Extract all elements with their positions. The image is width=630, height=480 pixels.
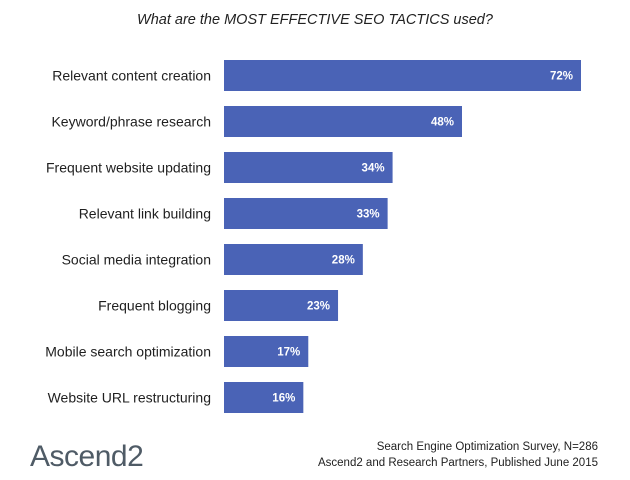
category-label-6: Frequent blogging [98,298,211,314]
bar-8 [224,382,304,413]
value-label-7: 17% [277,347,300,359]
value-label-5: 28% [332,255,355,267]
bar-5 [224,244,363,275]
category-label-8: Website URL restructuring [48,390,211,406]
value-label-1: 72% [550,71,573,83]
value-label-4: 33% [357,209,380,221]
source-footer: Search Engine Optimization Survey, N=286… [318,439,598,471]
category-label-1: Relevant content creation [52,68,211,84]
bar-2 [224,106,462,137]
ascend2-logo: Ascend2 [30,440,144,473]
value-label-8: 16% [272,393,295,405]
value-label-2: 48% [431,117,454,129]
category-label-3: Frequent website updating [46,160,211,176]
category-label-7: Mobile search optimization [45,344,211,360]
chart-title: What are the MOST EFFECTIVE SEO TACTICS … [137,12,493,28]
value-label-6: 23% [307,301,330,313]
value-label-3: 34% [362,163,385,175]
source-line-2: Ascend2 and Research Partners, Published… [317,457,598,469]
bar-1 [224,60,581,91]
category-label-2: Keyword/phrase research [51,114,211,130]
category-label-5: Social media integration [62,252,211,268]
bar-4 [224,198,388,229]
source-line-1: Search Engine Optimization Survey, N=286 [376,441,598,453]
category-label-4: Relevant link building [79,206,211,222]
bar-3 [224,152,393,183]
bar-6 [224,290,339,321]
bar-7 [224,336,309,367]
